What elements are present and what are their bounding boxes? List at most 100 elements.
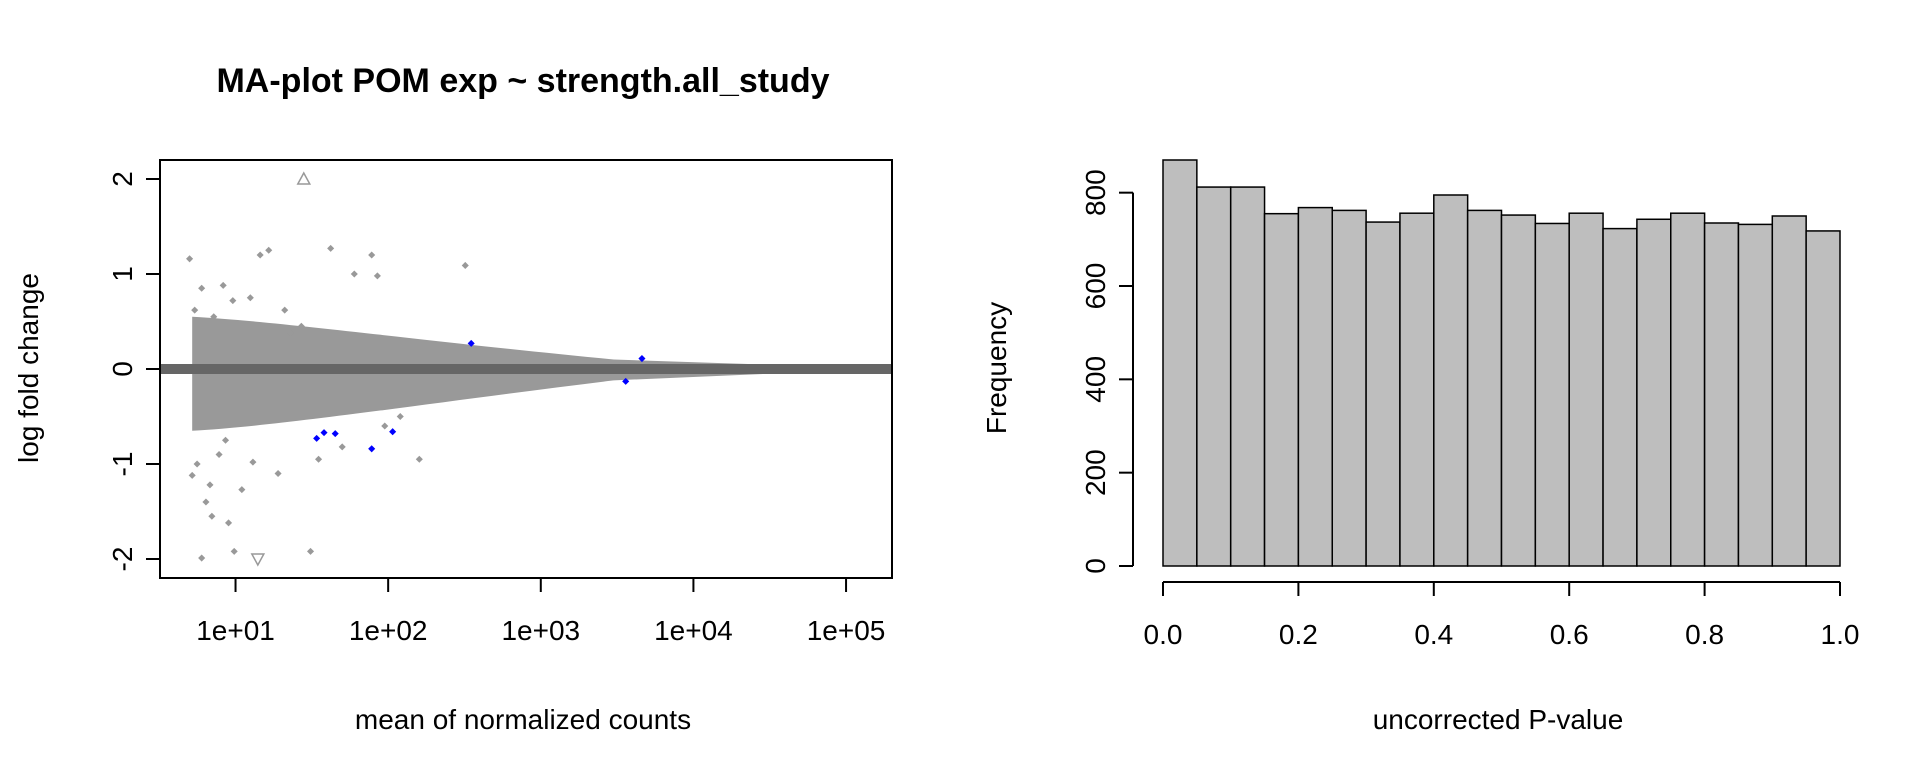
- histogram-x-axis: 0.0 0.2 0.4 0.6 0.8 1.0: [1144, 581, 1860, 650]
- histogram-bar: [1534, 222, 1570, 567]
- data-point: [396, 412, 404, 421]
- data-point: [208, 512, 216, 520]
- y-tick-label: -1: [107, 452, 138, 477]
- data-point: [249, 458, 257, 466]
- data-point: [191, 306, 199, 314]
- y-tick-label: -2: [107, 547, 138, 572]
- significant-point: [389, 428, 397, 436]
- x-tick-label: 1e+02: [349, 615, 428, 646]
- histogram-y-axis-label: Frequency: [981, 302, 1012, 434]
- histogram-bar: [1229, 186, 1266, 567]
- y-tick-label: 600: [1080, 263, 1111, 310]
- x-tick-label: 0.0: [1144, 619, 1183, 650]
- data-point: [373, 272, 381, 280]
- y-tick-label: 400: [1080, 356, 1111, 403]
- ma-plot-panel: MA-plot POM exp ~ strength.all_study 1e+…: [13, 62, 893, 735]
- data-point: [225, 519, 233, 527]
- histogram-bar: [1602, 227, 1638, 567]
- significant-point: [622, 377, 630, 385]
- data-point: [350, 270, 358, 278]
- data-point: [229, 297, 237, 305]
- significant-point: [313, 434, 321, 442]
- x-tick-label: 0.2: [1279, 619, 1318, 650]
- y-tick-label: 200: [1080, 449, 1111, 496]
- histogram-bar: [1568, 212, 1604, 567]
- data-point: [461, 261, 469, 269]
- data-point: [274, 469, 282, 478]
- data-point: [281, 306, 289, 314]
- ma-plot-y-axis-label: log fold change: [13, 273, 44, 463]
- histogram-bar: [1331, 209, 1367, 567]
- data-point: [206, 481, 214, 489]
- outlier-up-marker: [296, 171, 312, 185]
- data-point: [415, 455, 423, 463]
- data-point: [198, 554, 206, 562]
- significant-point: [638, 355, 646, 363]
- data-point: [193, 460, 201, 468]
- significant-point: [368, 445, 376, 453]
- data-point: [198, 284, 206, 292]
- data-point: [188, 471, 196, 479]
- data-point: [221, 436, 230, 444]
- histogram-x-axis-label: uncorrected P-value: [1373, 704, 1624, 735]
- x-tick-label: 1e+03: [501, 615, 580, 646]
- significant-point: [320, 429, 328, 437]
- data-point: [230, 547, 238, 555]
- data-point: [381, 422, 389, 430]
- ma-plot-title: MA-plot POM exp ~ strength.all_study: [216, 62, 829, 100]
- data-point: [265, 246, 273, 254]
- outlier-down-marker: [250, 553, 266, 567]
- histogram-bar: [1433, 194, 1469, 567]
- data-point: [210, 313, 218, 321]
- data-point: [219, 281, 227, 289]
- x-tick-label: 0.4: [1414, 619, 1453, 650]
- data-point: [202, 498, 210, 506]
- x-tick-label: 1.0: [1821, 619, 1860, 650]
- data-point: [368, 251, 376, 259]
- data-point: [287, 329, 295, 337]
- data-point: [306, 547, 315, 555]
- ma-plot-x-axis-label: mean of normalized counts: [355, 704, 691, 735]
- histogram-bar: [1500, 214, 1537, 567]
- y-tick-label: 2: [107, 171, 138, 187]
- y-tick-label: 0: [107, 361, 138, 377]
- histogram-y-axis: 0 200 400 600 800: [1080, 169, 1134, 574]
- data-point: [297, 322, 305, 330]
- x-tick-label: 0.6: [1550, 619, 1589, 650]
- histogram-bar: [1196, 186, 1232, 567]
- x-tick-label: 0.8: [1685, 619, 1724, 650]
- histogram-bar: [1670, 212, 1706, 567]
- data-point: [256, 251, 264, 259]
- y-tick-label: 0: [1080, 558, 1111, 574]
- significant-point: [331, 430, 339, 438]
- histogram-bar: [1703, 222, 1740, 567]
- data-point: [215, 450, 223, 459]
- data-point: [315, 455, 323, 463]
- ma-plot-y-axis: -2 -1 0 1 2: [107, 171, 160, 571]
- x-tick-label: 1e+04: [654, 615, 733, 646]
- histogram-bar: [1771, 215, 1807, 567]
- data-point: [238, 486, 246, 494]
- data-point: [246, 294, 254, 302]
- histogram-bar: [1365, 221, 1401, 567]
- data-point: [186, 255, 194, 263]
- ma-plot-x-axis: 1e+01 1e+02 1e+03 1e+04 1e+05: [196, 578, 885, 646]
- data-point: [338, 443, 346, 451]
- pvalue-histogram-panel: 0.0 0.2 0.4 0.6 0.8 1.0 0 200 400 600 800 uncorre…: [981, 159, 1860, 735]
- histogram-bar: [1297, 206, 1334, 567]
- histogram-bar: [1263, 212, 1300, 567]
- histogram-bar: [1466, 209, 1503, 567]
- x-tick-label: 1e+01: [196, 615, 275, 646]
- significant-point: [467, 339, 475, 347]
- histogram-bar: [1162, 159, 1198, 567]
- data-point: [327, 244, 335, 252]
- histogram-bar: [1399, 212, 1435, 567]
- ma-plot-points: [160, 171, 892, 567]
- histogram-bars: [1162, 159, 1841, 567]
- y-tick-label: 800: [1080, 169, 1111, 216]
- histogram-bar: [1805, 230, 1841, 567]
- y-tick-label: 1: [107, 266, 138, 282]
- x-tick-label: 1e+05: [807, 615, 886, 646]
- histogram-bar: [1737, 223, 1774, 567]
